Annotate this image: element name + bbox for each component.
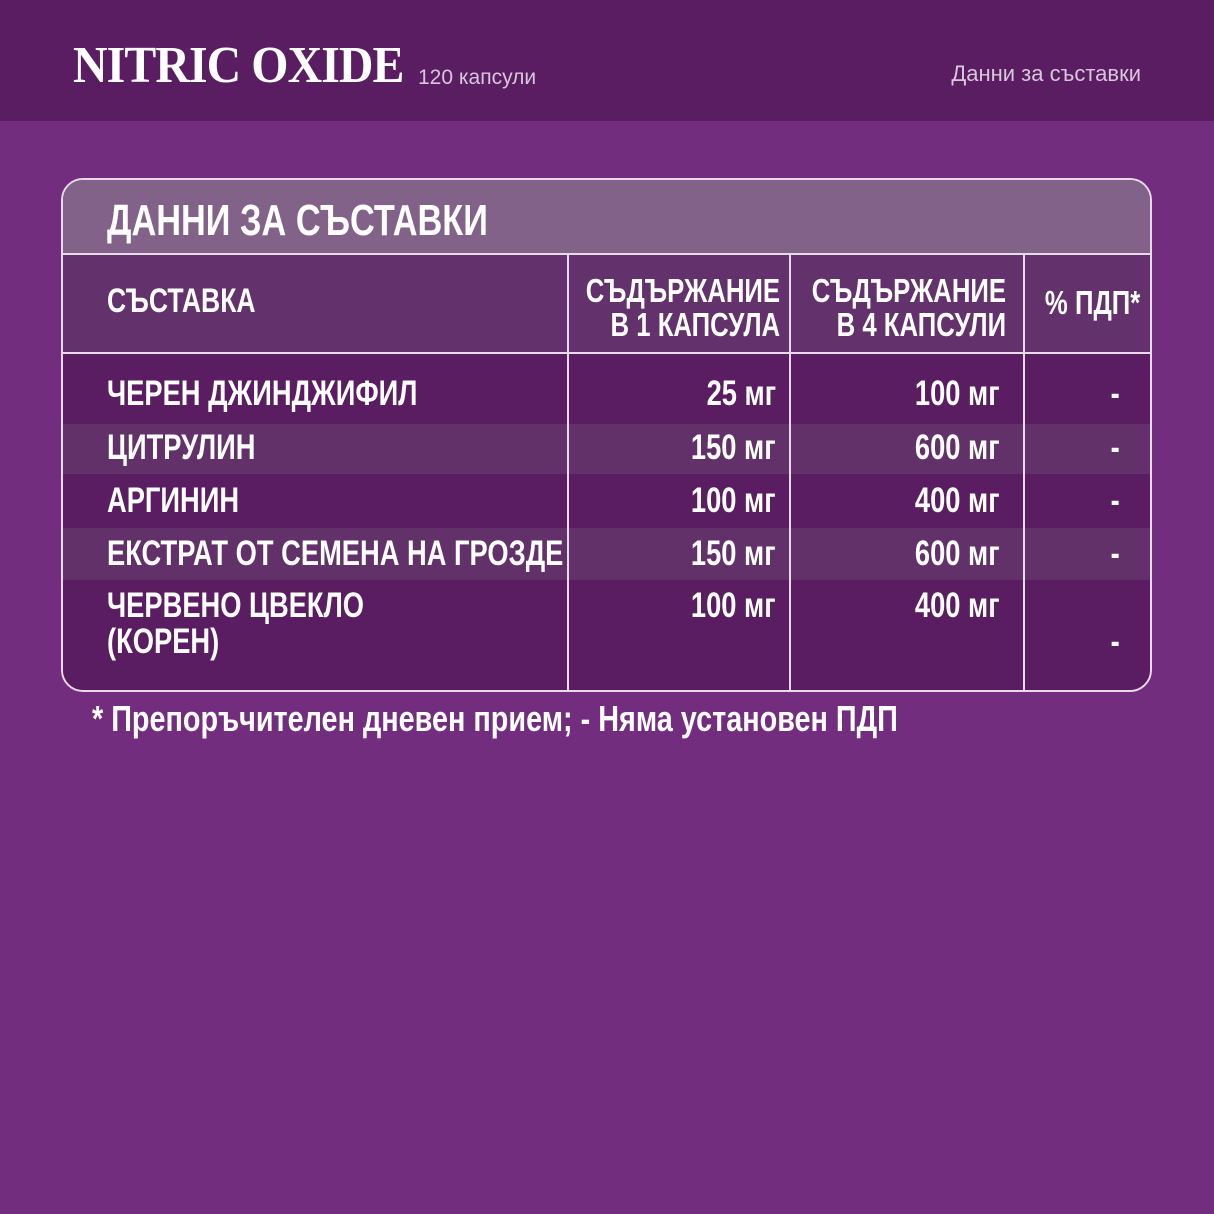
table-row xyxy=(63,353,1150,424)
table-row xyxy=(63,424,1150,474)
col-per-4-capsules: СЪДЪРЖАНИЕ В 4 КАПСУЛИ xyxy=(811,272,1006,343)
amount-per-capsule: 150 мг xyxy=(691,428,776,467)
table-row xyxy=(63,474,1150,528)
ingredients-table: ДАННИ ЗА СЪСТАВКИ СЪСТАВКА СЪДЪРЖАНИЕ В 1… xyxy=(61,178,1152,692)
table-row xyxy=(63,528,1150,580)
ingredient-name: АРГИНИН xyxy=(107,481,240,520)
rdi-value: - xyxy=(1110,428,1120,467)
ingredient-name: ЧЕРВЕНО ЦВЕКЛО xyxy=(107,586,364,625)
table-row xyxy=(63,580,1150,690)
col-rdi: % ПДП* xyxy=(1044,284,1140,321)
table-header-row: СЪСТАВКА СЪДЪРЖАНИЕ В 1 КАПСУЛА СЪДЪРЖАНИ… xyxy=(63,254,1150,353)
ingredient-name: ЕКСТРАТ ОТ СЕМЕНА НА ГРОЗДЕ xyxy=(107,534,564,573)
ingredient-name: ЦИТРУЛИН xyxy=(107,428,256,467)
amount-per-4-capsules: 600 мг xyxy=(915,428,1000,467)
rdi-value: - xyxy=(1110,534,1120,573)
amount-per-capsule: 100 мг xyxy=(691,481,776,520)
ingredients-link[interactable]: Данни за съставки xyxy=(951,61,1141,86)
top-bar: NITRIC OXIDE 120 капсули Данни за състав… xyxy=(0,0,1214,121)
footnote: * Препоръчителен дневен прием; - Няма ус… xyxy=(92,698,898,739)
amount-per-4-capsules: 400 мг xyxy=(915,586,1000,625)
amount-per-capsule: 150 мг xyxy=(691,534,776,573)
table-title-row: ДАННИ ЗА СЪСТАВКИ xyxy=(63,180,1150,254)
ingredient-name-line2: (КОРЕН) xyxy=(107,622,220,661)
amount-per-4-capsules: 400 мг xyxy=(915,481,1000,520)
ingredient-name: ЧЕРЕН ДЖИНДЖИФИЛ xyxy=(107,374,418,413)
rdi-value: - xyxy=(1110,374,1120,413)
rdi-value: - xyxy=(1110,481,1120,520)
amount-per-capsule: 100 мг xyxy=(691,586,776,625)
amount-per-4-capsules: 600 мг xyxy=(915,534,1000,573)
capsule-count: 120 капсули xyxy=(418,66,537,89)
table-title: ДАННИ ЗА СЪСТАВКИ xyxy=(107,196,488,245)
col-per-capsule: СЪДЪРЖАНИЕ В 1 КАПСУЛА xyxy=(585,272,780,343)
amount-per-4-capsules: 100 мг xyxy=(915,374,1000,413)
amount-per-capsule: 25 мг xyxy=(706,374,776,413)
product-name: NITRIC OXIDE xyxy=(73,37,404,94)
col-ingredient: СЪСТАВКА xyxy=(107,282,256,320)
rdi-value: - xyxy=(1110,622,1120,661)
